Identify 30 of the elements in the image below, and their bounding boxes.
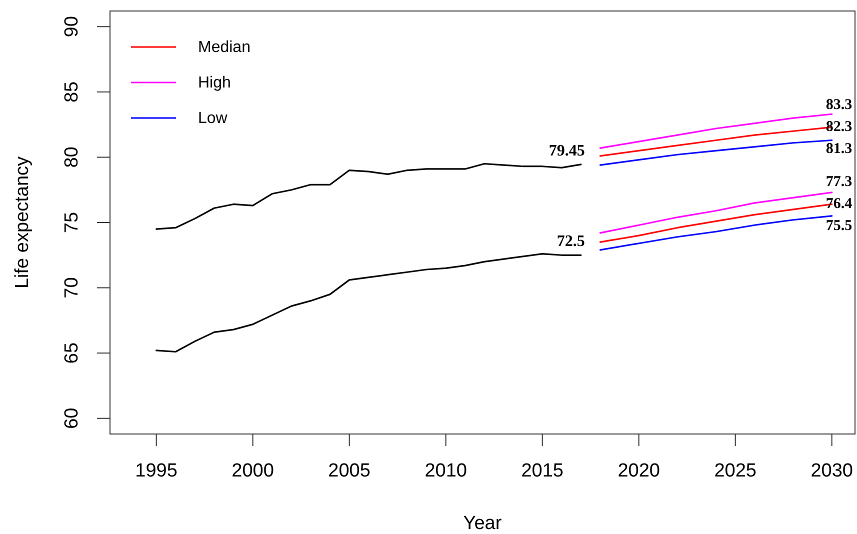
y-tick-label: 60 <box>62 408 82 429</box>
y-tick-label: 90 <box>62 16 82 38</box>
data-label: 81.3 <box>826 141 852 158</box>
x-tick-label: 2005 <box>328 460 370 482</box>
legend-label: Low <box>198 110 228 126</box>
x-tick-label: 2020 <box>618 460 660 482</box>
legend-label: High <box>198 74 231 91</box>
x-tick-label: 2010 <box>424 460 467 482</box>
y-tick-label: 85 <box>62 81 82 103</box>
data-label: 79.45 <box>548 142 585 160</box>
y-axis-title: Life expectancy <box>12 156 32 289</box>
line-series <box>156 253 582 353</box>
y-tick-label: 70 <box>62 277 82 298</box>
x-tick-label: 2025 <box>714 460 756 482</box>
y-tick-label: 65 <box>62 342 82 364</box>
x-axis-title: Year <box>463 512 502 534</box>
legend-label: Median <box>198 38 250 56</box>
data-label: 75.5 <box>826 218 852 234</box>
data-label: 76.4 <box>826 196 853 212</box>
x-tick-label: 2015 <box>521 460 564 482</box>
data-label: 83.3 <box>826 97 852 114</box>
y-tick-label: 75 <box>62 212 82 234</box>
x-tick-label: 2000 <box>232 460 274 482</box>
x-tick-label: 1995 <box>135 460 178 482</box>
line-series <box>156 162 582 230</box>
x-tick-label: 2030 <box>810 460 853 482</box>
data-label: 82.3 <box>826 119 852 136</box>
data-label: 72.5 <box>556 233 585 250</box>
data-label: 77.3 <box>826 174 852 190</box>
y-tick-label: 80 <box>62 146 82 168</box>
